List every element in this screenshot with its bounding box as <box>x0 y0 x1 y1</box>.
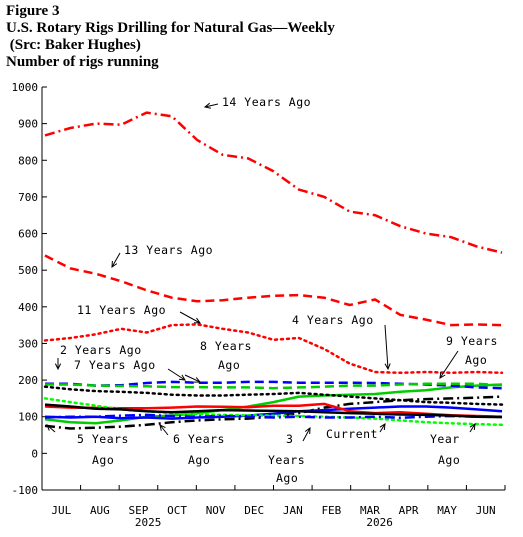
series-annotation: 7 Years Ago <box>74 358 156 372</box>
y-tick-label: 1000 <box>12 81 39 94</box>
series-annotation: 6 Years <box>173 432 225 446</box>
annotation-arrow <box>111 252 121 268</box>
chart-titles: Figure 3 U.S. Rotary Rigs Drilling for N… <box>6 3 335 71</box>
annotation-arrow <box>159 424 169 436</box>
x-tick-label: JUL <box>51 504 71 517</box>
series-annotation: 3 <box>286 432 293 446</box>
x-tick-label: AUG <box>90 504 110 517</box>
y-tick-label: 500 <box>18 264 38 277</box>
series-annotation: Ago <box>218 358 240 372</box>
series-line <box>44 413 502 420</box>
y-tick-label: 700 <box>18 191 38 204</box>
annotation-arrow <box>46 424 56 433</box>
annotation-arrowhead <box>469 423 476 431</box>
annotation-arrowhead <box>193 377 202 383</box>
annotation-arrow <box>469 423 476 433</box>
y-tick-label: 800 <box>18 154 38 167</box>
series-lines <box>43 111 504 430</box>
figure-label: Figure 3 <box>6 3 60 19</box>
chart-axes <box>41 87 505 491</box>
x-tick-label: MAY <box>437 504 457 517</box>
annotation-arrow <box>179 311 201 324</box>
series-line <box>43 385 504 406</box>
series-annotation: Ago <box>438 453 460 467</box>
annotation-arrow <box>384 324 389 370</box>
series-annotation: Ago <box>188 453 210 467</box>
x-tick-label: DEC <box>244 504 264 517</box>
x-tick-label: JAN <box>283 504 303 517</box>
series-line <box>44 111 503 254</box>
series-annotation: Ago <box>92 453 114 467</box>
annotation-arrowhead <box>203 102 212 109</box>
series-annotation: 2 Years Ago <box>60 343 142 357</box>
series-annotation: Years <box>268 453 305 467</box>
annotation-arrowhead <box>111 260 118 269</box>
series-annotation: Ago <box>276 471 298 485</box>
annotation-arrow <box>379 423 386 433</box>
annotation-arrowhead <box>439 372 446 379</box>
annotation-arrowhead <box>54 363 62 371</box>
annotation-arrowhead <box>304 426 311 435</box>
series-line <box>43 323 504 375</box>
y-tick-label: 0 <box>31 447 38 460</box>
series-line <box>44 254 503 327</box>
series-line <box>44 383 503 425</box>
y-tick-label: 400 <box>18 301 38 314</box>
x-tick-label: MAR <box>360 504 380 517</box>
series-annotation: 13 Years Ago <box>124 243 213 257</box>
annotation-arrow <box>204 103 219 108</box>
annotation-arrowhead <box>46 424 53 431</box>
chart-source: (Src: Baker Hughes) <box>6 37 141 53</box>
y-tick-label: 200 <box>18 374 38 387</box>
x-tick-label: NOV <box>206 504 226 517</box>
series-annotation: Current <box>326 427 378 441</box>
x-tick-label: FEB <box>321 504 341 517</box>
y-tick-label: -100 <box>12 484 39 497</box>
y-axis-label: Number of rigs running <box>6 54 159 70</box>
annotation-arrow <box>439 350 459 379</box>
series-line <box>44 403 503 419</box>
x-tick-labels: JUL AUG SEP OCT NOV DEC JAN FEB MAR APR MAY JUN 2025… <box>41 485 506 529</box>
series-annotation: 11 Years Ago <box>77 303 166 317</box>
year-label: 2026 <box>366 516 393 529</box>
annotation-arrowhead <box>159 424 166 431</box>
series-annotation: Ago <box>465 353 487 367</box>
series-annotation: 4 Years Ago <box>292 313 374 327</box>
x-tick-label: APR <box>399 504 419 517</box>
y-tick-label: 100 <box>18 411 38 424</box>
chart-title: U.S. Rotary Rigs Drilling for Natural Ga… <box>6 20 335 36</box>
annotation-arrow <box>184 374 201 383</box>
year-label: 2025 <box>135 516 162 529</box>
x-tick-label: SEP <box>129 504 149 517</box>
annotation-arrowhead <box>178 374 186 381</box>
y-tick-label: 900 <box>18 118 38 131</box>
series-line <box>44 405 503 420</box>
annotation-arrowhead <box>193 317 202 324</box>
series-annotation: 5 Years <box>77 432 129 446</box>
annotation-arrowhead <box>379 423 386 431</box>
series-annotation: 14 Years Ago <box>222 95 311 109</box>
annotation-arrowhead <box>384 363 391 371</box>
series-annotation: 8 Years <box>200 339 252 353</box>
series-annotation: 9 Years <box>446 334 498 348</box>
series-line <box>45 382 503 390</box>
annotation-arrow <box>302 427 311 442</box>
series-annotation: Year <box>430 432 460 446</box>
y-tick-label: 600 <box>18 228 38 241</box>
x-tick-label: JUN <box>476 504 496 517</box>
annotation-arrow <box>167 368 186 381</box>
x-tick-label: OCT <box>167 504 187 517</box>
series-annotations: 14 Years Ago 13 Years Ago 11 Years Ago 4 Ye… <box>46 95 498 485</box>
y-tick-label: 300 <box>18 337 38 350</box>
